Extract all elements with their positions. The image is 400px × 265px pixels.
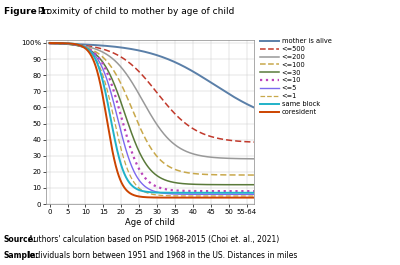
Text: Individuals born between 1951 and 1968 in the US. Distances in miles: Individuals born between 1951 and 1968 i… xyxy=(26,251,297,260)
Legend: mother is alive, <=500, <=200, <=100, <=30, <=10, <=5, <=1, same block, coreside: mother is alive, <=500, <=200, <=100, <=… xyxy=(260,38,332,115)
Text: Figure 1:: Figure 1: xyxy=(4,7,50,16)
Text: Proximity of child to mother by age of child: Proximity of child to mother by age of c… xyxy=(35,7,234,16)
Text: Source:: Source: xyxy=(4,235,37,244)
X-axis label: Age of child: Age of child xyxy=(125,218,175,227)
Text: Authors' calculation based on PSID 1968-2015 (Choi et. al., 2021): Authors' calculation based on PSID 1968-… xyxy=(26,235,279,244)
Text: Sample:: Sample: xyxy=(4,251,39,260)
